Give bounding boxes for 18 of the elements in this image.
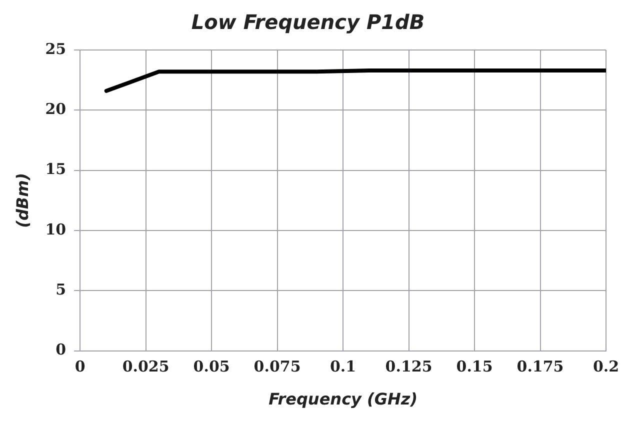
- x-tick-label: 0.2: [592, 358, 620, 376]
- x-axis-title: Frequency (GHz): [268, 390, 418, 409]
- x-tick-label: 0: [74, 358, 86, 376]
- x-tick-label: 0.15: [456, 358, 493, 376]
- x-tick-label: 0.1: [330, 358, 356, 376]
- y-tick-label: 15: [45, 160, 66, 178]
- y-axis-title: (dBm): [12, 172, 32, 228]
- x-tick-label: 0.125: [385, 358, 432, 376]
- y-tick-label: 20: [45, 100, 66, 118]
- y-tick-label: 10: [45, 220, 66, 238]
- y-tick-label: 0: [56, 340, 66, 359]
- chart-title: Low Frequency P1dB: [191, 10, 425, 34]
- x-tick-label: 0.05: [193, 358, 230, 376]
- x-tick-label: 0.075: [254, 358, 301, 376]
- y-tick-label: 5: [56, 280, 66, 299]
- x-tick-label: 0.175: [516, 358, 564, 376]
- y-tick-label: 25: [45, 40, 66, 58]
- x-tick-label: 0.025: [122, 358, 170, 376]
